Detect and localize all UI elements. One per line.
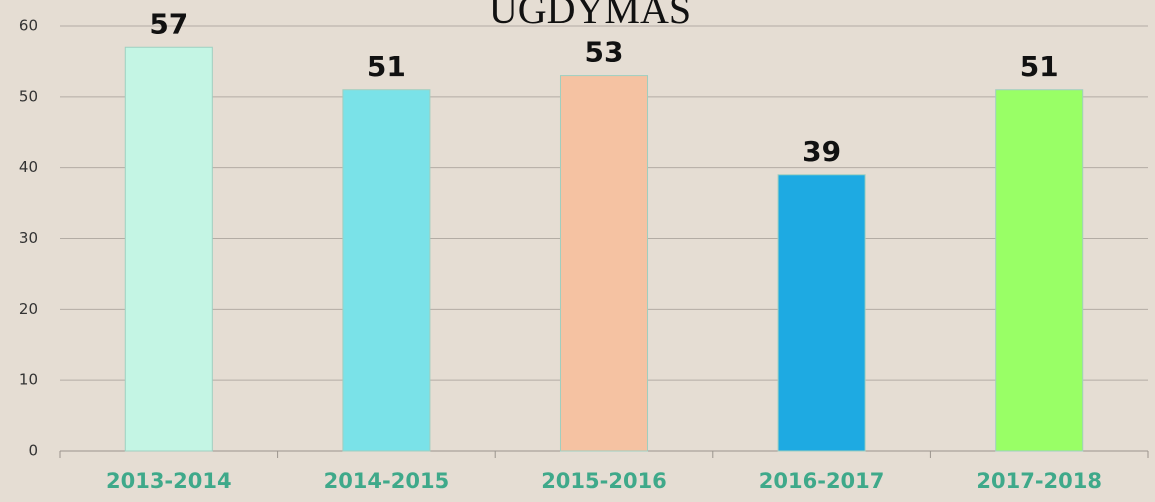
x-tick-label: 2016-2017 (759, 469, 885, 493)
data-label: 51 (367, 50, 406, 83)
x-tick-label: 2015-2016 (541, 469, 667, 493)
y-tick-label: 30 (19, 229, 38, 247)
bar (124, 46, 213, 452)
y-tick-label: 20 (19, 300, 38, 318)
x-tick-label: 2014-2015 (324, 469, 450, 493)
y-tick-label: 10 (19, 371, 38, 389)
x-tick-label: 2017-2018 (976, 469, 1102, 493)
bar (342, 89, 431, 452)
x-tick-label: 2013-2014 (106, 469, 232, 493)
data-label: 51 (1020, 50, 1059, 83)
y-tick-label: 50 (19, 87, 38, 105)
bar (995, 89, 1084, 452)
bar (777, 174, 866, 452)
y-tick-label: 40 (19, 158, 38, 176)
data-label: 39 (802, 135, 841, 168)
bar (559, 75, 649, 452)
data-label: 53 (585, 36, 624, 69)
data-label: 57 (149, 7, 188, 40)
y-tick-label: 60 (19, 17, 38, 35)
chart-title: UGDYMAS (489, 0, 691, 32)
y-tick-label: 0 (28, 442, 38, 460)
